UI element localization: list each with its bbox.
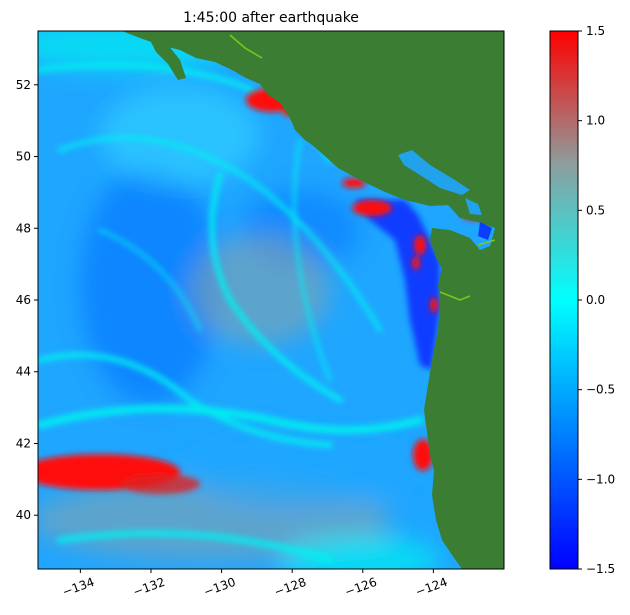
map-field [38, 31, 504, 569]
x-tick-label: −134 [60, 575, 96, 599]
vancouver-island [292, 120, 450, 206]
y-tick-label: 52 [16, 78, 31, 92]
colorbar: 1.5 1.0 0.5 0.0 −0.5 −1.0 −1.5 [549, 24, 615, 576]
shoreline-highlights [229, 34, 496, 301]
colorbar-tick-label: 0.0 [586, 293, 605, 307]
colorbar-tick-label: 1.5 [586, 24, 605, 38]
colorbar-ramp [549, 30, 579, 570]
inland-waters [398, 150, 492, 240]
x-tick-label: −124 [414, 575, 450, 599]
y-tick-label: 46 [16, 293, 31, 307]
colorbar-axis: 1.5 1.0 0.5 0.0 −0.5 −1.0 −1.5 [578, 24, 615, 576]
colorbar-tick-label: 0.5 [586, 203, 605, 217]
y-tick-label: 50 [16, 150, 31, 164]
y-tick-label: 48 [16, 221, 31, 235]
x-axis: −134 −132 −130 −128 −126 −124 [60, 569, 449, 599]
wave-crests [38, 62, 424, 564]
haida-gwaii [150, 40, 186, 80]
x-tick-label: −132 [131, 575, 167, 599]
x-tick-label: −130 [202, 575, 238, 599]
y-tick-label: 44 [16, 365, 31, 379]
y-axis: 40 42 44 46 48 50 52 [16, 78, 38, 522]
y-tick-label: 42 [16, 436, 31, 450]
x-tick-label: −128 [272, 575, 308, 599]
colorbar-tick-label: −1.5 [586, 562, 615, 576]
map-title: 1:45:00 after earthquake [183, 10, 359, 26]
x-tick-label: −126 [343, 575, 379, 599]
colorbar-tick-label: 1.0 [586, 114, 605, 128]
colorbar-tick-label: −0.5 [586, 383, 615, 397]
colorbar-tick-label: −1.0 [586, 472, 615, 486]
y-tick-label: 40 [16, 508, 31, 522]
map-panel: −134 −132 −130 −128 −126 −124 40 42 44 46 48 50 52 [16, 30, 505, 599]
